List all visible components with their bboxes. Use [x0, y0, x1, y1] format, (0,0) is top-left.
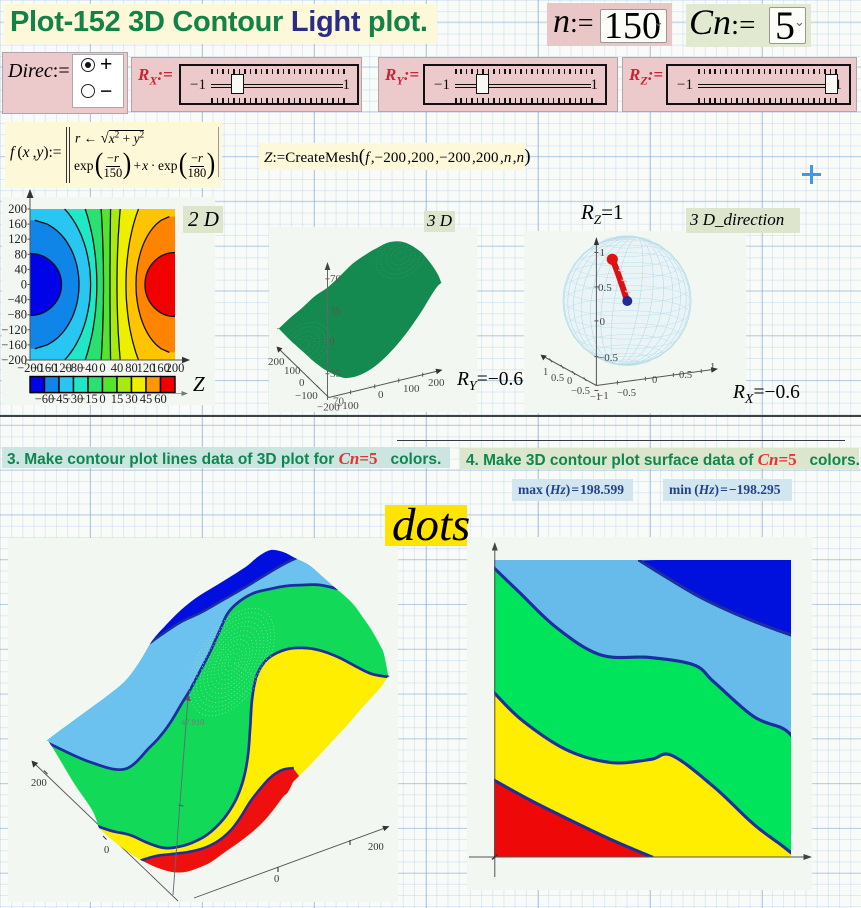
svg-text:80: 80: [125, 361, 138, 375]
svg-text:160: 160: [8, 217, 27, 231]
svg-text:−160: −160: [32, 361, 58, 375]
svg-text:1: 1: [543, 367, 548, 378]
svg-text:−60: −60: [35, 392, 55, 406]
svg-text:−160: −160: [1, 338, 27, 352]
svg-text:−1: −1: [590, 392, 601, 403]
svg-text:70: 70: [330, 273, 342, 285]
svg-text:0: 0: [99, 392, 105, 406]
svg-text:−40: −40: [78, 361, 98, 375]
svg-text:−200: −200: [317, 402, 340, 414]
svg-text:−30: −30: [64, 392, 84, 406]
svg-text:−0.5: −0.5: [571, 386, 590, 397]
svg-text:120: 120: [8, 232, 27, 246]
svg-text:0: 0: [21, 278, 27, 292]
svg-text:−120: −120: [46, 361, 72, 375]
svg-text:0: 0: [329, 336, 335, 348]
svg-text:1: 1: [710, 362, 715, 373]
svg-text:−80: −80: [64, 361, 84, 375]
svg-text:−1: −1: [597, 390, 609, 402]
svg-text:200: 200: [8, 202, 27, 216]
svg-text:−0.5: −0.5: [617, 388, 636, 399]
svg-text:100: 100: [284, 365, 301, 377]
svg-text:40: 40: [15, 262, 28, 276]
svg-text:1: 1: [600, 247, 606, 259]
svg-text:−0.5: −0.5: [598, 352, 618, 364]
svg-text:−100: −100: [295, 390, 318, 402]
svg-text:70: 70: [333, 396, 345, 408]
svg-text:47.910: 47.910: [181, 717, 204, 727]
svg-text:60: 60: [154, 392, 167, 406]
svg-text:200: 200: [368, 842, 384, 853]
svg-text:15: 15: [111, 392, 124, 406]
svg-text:−80: −80: [7, 308, 27, 322]
svg-text:80: 80: [15, 247, 28, 261]
svg-text:0: 0: [378, 389, 384, 401]
svg-text:0.5: 0.5: [551, 373, 564, 384]
svg-text:100: 100: [403, 383, 420, 395]
svg-text:0: 0: [299, 377, 305, 389]
svg-text:−15: −15: [78, 392, 98, 406]
svg-text:0: 0: [600, 316, 606, 328]
svg-text:200: 200: [31, 778, 47, 789]
svg-text:40: 40: [111, 361, 124, 375]
svg-text:0: 0: [652, 375, 657, 386]
svg-text:−200: −200: [17, 361, 43, 375]
svg-text:−120: −120: [1, 323, 27, 337]
svg-text:−45: −45: [49, 392, 69, 406]
svg-text:0: 0: [104, 845, 109, 856]
svg-text:0: 0: [567, 376, 572, 387]
svg-text:200: 200: [428, 377, 445, 389]
svg-text:0: 0: [274, 874, 279, 885]
svg-text:0.5: 0.5: [598, 282, 612, 294]
svg-text:35: 35: [330, 306, 342, 318]
svg-text:35: 35: [330, 368, 342, 380]
svg-text:200: 200: [166, 361, 185, 375]
svg-text:120: 120: [137, 361, 156, 375]
svg-text:30: 30: [125, 392, 138, 406]
svg-text:200: 200: [268, 356, 285, 368]
svg-text:160: 160: [151, 361, 170, 375]
svg-text:0: 0: [99, 361, 105, 375]
svg-text:−200: −200: [1, 353, 27, 367]
svg-text:−100: −100: [336, 400, 359, 412]
svg-text:−40: −40: [7, 293, 27, 307]
svg-text:45: 45: [140, 392, 153, 406]
svg-text:0.5: 0.5: [679, 370, 692, 381]
